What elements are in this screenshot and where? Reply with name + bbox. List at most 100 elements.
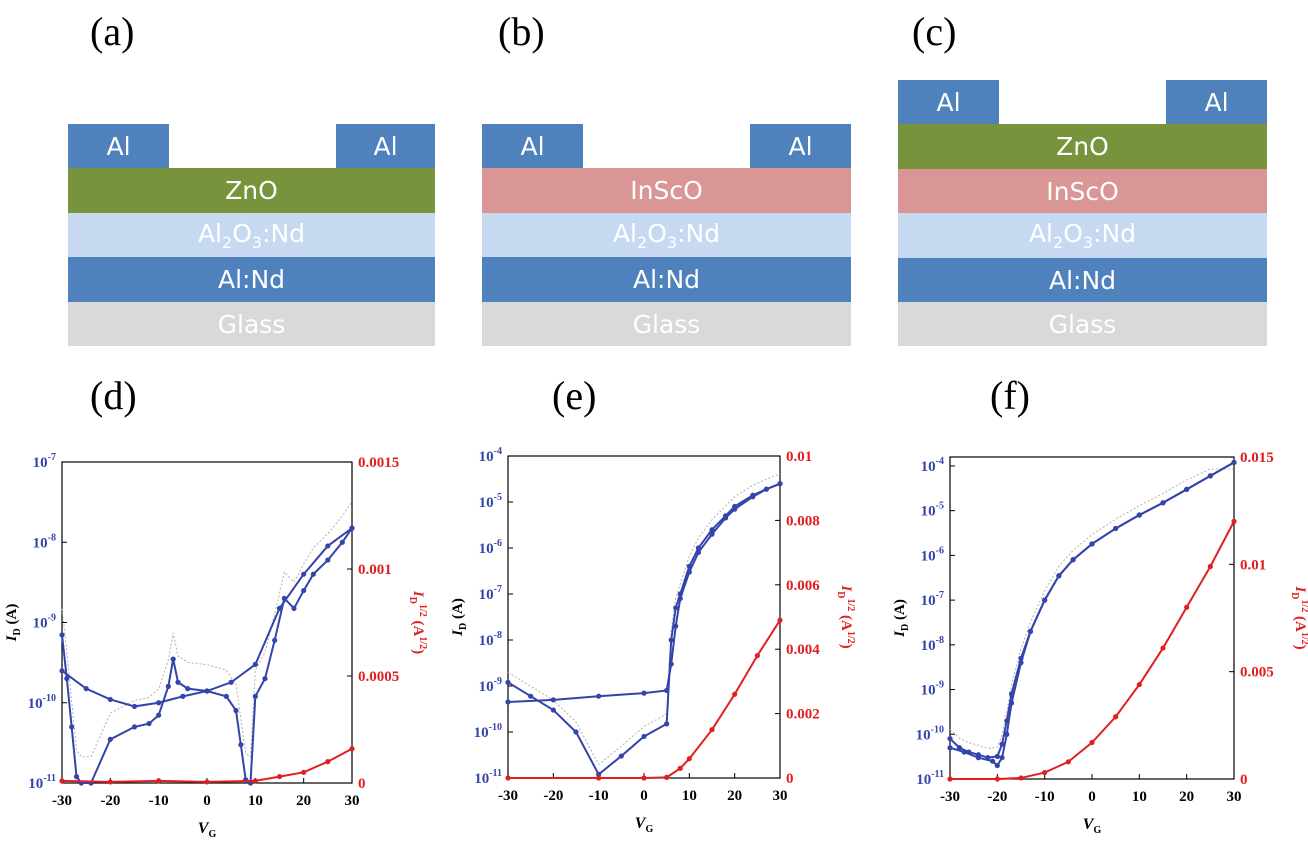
id-point [528, 694, 533, 699]
y-left-tick-label: 10-8 [479, 630, 502, 649]
id-point [619, 753, 624, 758]
y-right-tick-label: 0 [358, 776, 366, 792]
id-point [1184, 487, 1189, 492]
x-tick-label: -10 [149, 793, 169, 809]
y-left-tick-label: 10-9 [33, 613, 56, 632]
id-point [325, 543, 330, 548]
x-tick-label: -20 [543, 788, 563, 804]
y-right-tick-label: 0.0015 [358, 455, 399, 471]
id-point [999, 755, 1004, 760]
id-curve-e-0 [508, 484, 780, 775]
id-point [995, 754, 1000, 759]
y-left-tick-label: 10-10 [28, 693, 56, 712]
y-right-tick-label: 0.006 [786, 578, 820, 594]
id-point [596, 694, 601, 699]
id-curve-d-0 [62, 528, 352, 783]
id-point [1004, 732, 1009, 737]
x-tick-label: 30 [773, 788, 788, 804]
y-left-tick-label: 10-11 [28, 773, 56, 792]
sqrt-id-point [995, 776, 1000, 781]
y-left-tick-label: 10-8 [33, 532, 56, 551]
x-tick-label: 0 [1088, 789, 1096, 805]
id-point [204, 688, 209, 693]
id-point [732, 507, 737, 512]
id-point [325, 557, 330, 562]
id-point [641, 734, 646, 739]
x-tick-label: -10 [589, 788, 609, 804]
id-point [175, 680, 180, 685]
x-tick-label: 30 [345, 793, 360, 809]
id-point [673, 624, 678, 629]
y-right-tick-label: 0.005 [1240, 665, 1274, 681]
x-tick-label: -20 [987, 789, 1007, 805]
y-right-tick-label: 0 [1240, 772, 1248, 788]
sqrt-id-point [678, 766, 683, 771]
id-point [505, 699, 510, 704]
id-point [573, 729, 578, 734]
x-tick-label: -30 [52, 793, 72, 809]
sqrt-id-point [1208, 564, 1213, 569]
plot-frame-f [950, 457, 1234, 779]
sqrt-id-point [253, 778, 258, 783]
y-left-tick-label: 10-6 [921, 545, 944, 564]
y-left-tick-label: 10-11 [916, 769, 944, 788]
id-point [238, 742, 243, 747]
sqrt-id-point [1113, 714, 1118, 719]
id-point [311, 572, 316, 577]
id-point [995, 763, 1000, 768]
y-right-axis-label: ID1/2 (A1/2) [407, 590, 428, 654]
sqrt-id-point [1184, 605, 1189, 610]
y-right-tick-label: 0.0005 [358, 669, 399, 685]
sqrt-id-point [777, 618, 782, 623]
y-left-tick-label: 10-5 [479, 492, 502, 511]
x-tick-label: -30 [498, 788, 518, 804]
y-right-tick-label: 0.004 [786, 642, 820, 658]
id-point [678, 596, 683, 601]
id-point [84, 686, 89, 691]
x-tick-label: 10 [682, 788, 697, 804]
id-point [301, 572, 306, 577]
id-point [947, 745, 952, 750]
id-point [1137, 512, 1142, 517]
id-point [166, 684, 171, 689]
id-curve-f-0 [950, 462, 1234, 757]
id-point [664, 721, 669, 726]
id-point [180, 694, 185, 699]
sqrt-id-point [349, 746, 354, 751]
x-tick-label: 10 [248, 793, 263, 809]
id-point [1070, 557, 1075, 562]
sqrt-id-point [108, 779, 113, 784]
y-left-tick-label: 10-4 [479, 446, 502, 465]
id-point [291, 606, 296, 611]
id-point [108, 697, 113, 702]
sqrt-id-point [709, 727, 714, 732]
sqrt-id-point [1137, 682, 1142, 687]
y-right-axis-label: ID1/2 (A1/2) [835, 584, 856, 648]
id-point [108, 737, 113, 742]
y-left-tick-label: 10-9 [479, 676, 502, 695]
sqrt-id-point [641, 775, 646, 780]
y-left-axis-label: ID (A) [450, 598, 469, 637]
id-point [1208, 473, 1213, 478]
id-point [990, 759, 995, 764]
id-point [764, 487, 769, 492]
id-point [976, 755, 981, 760]
id-point [641, 691, 646, 696]
sqrt-id-point [1160, 645, 1165, 650]
hysteresis-curve [950, 469, 1234, 748]
sqrt-id-point [204, 779, 209, 784]
id-point [551, 697, 556, 702]
id-point [1113, 526, 1118, 531]
y-left-tick-label: 10-7 [33, 452, 56, 471]
x-axis-label: VG [635, 815, 654, 835]
y-left-tick-label: 10-7 [479, 584, 502, 603]
x-tick-label: -30 [940, 789, 960, 805]
y-left-tick-label: 10-9 [921, 680, 944, 699]
id-point [253, 694, 258, 699]
y-left-axis-label: ID (A) [892, 599, 911, 638]
id-point [156, 700, 161, 705]
y-right-tick-label: 0.015 [1240, 450, 1274, 466]
sqrt-id-point [596, 775, 601, 780]
id-point [253, 662, 258, 667]
id-point [233, 708, 238, 713]
